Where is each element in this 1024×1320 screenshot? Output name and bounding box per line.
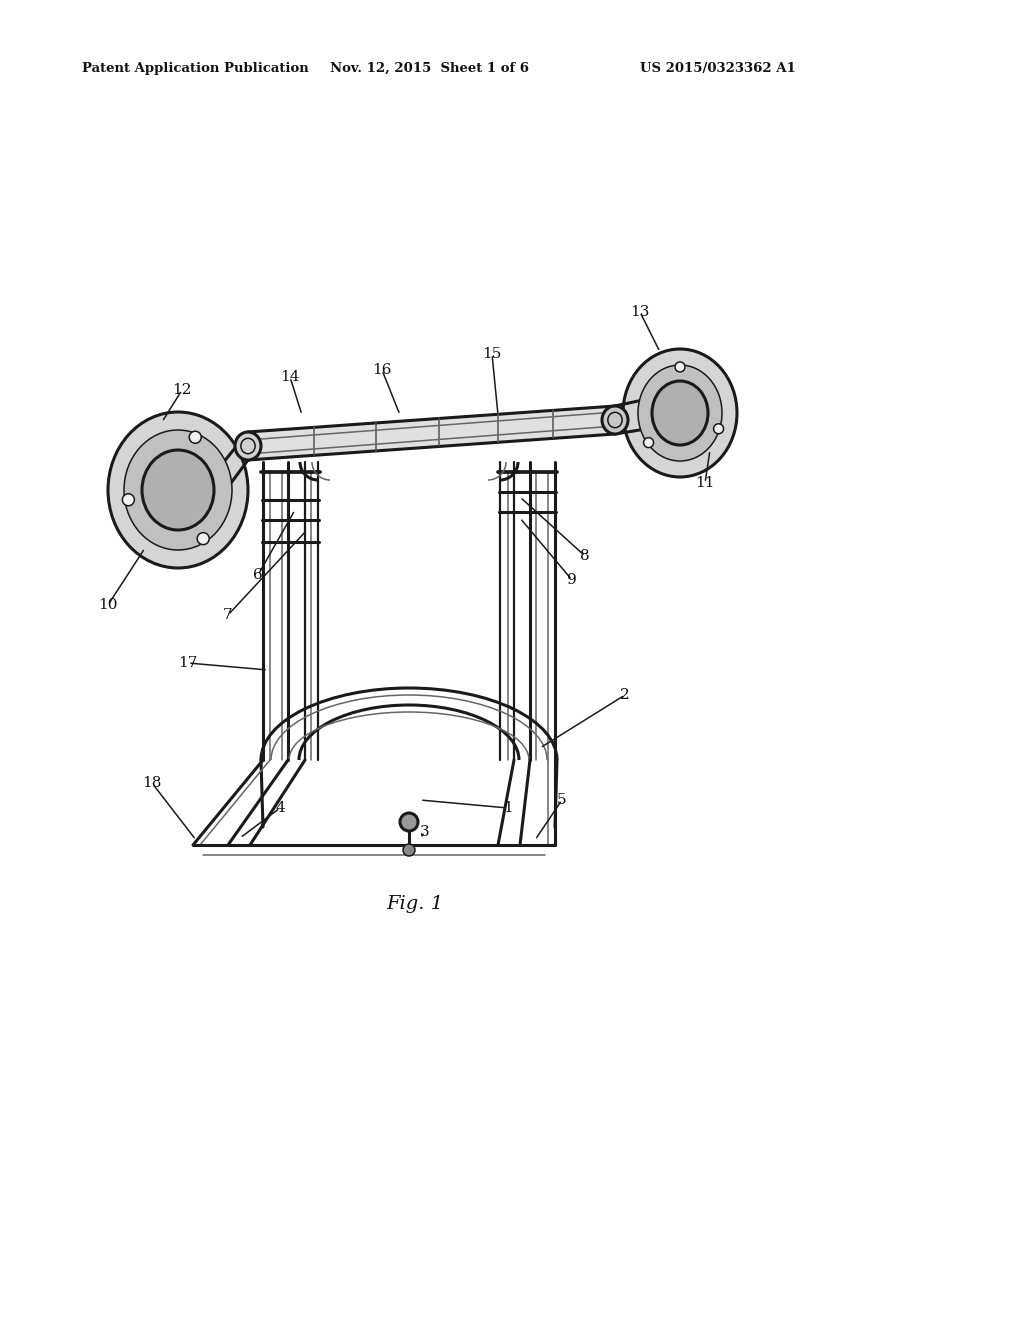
Text: Patent Application Publication: Patent Application Publication (82, 62, 309, 75)
Ellipse shape (602, 407, 628, 434)
Text: 16: 16 (373, 363, 392, 378)
Ellipse shape (638, 366, 722, 461)
Circle shape (400, 813, 418, 832)
Circle shape (189, 432, 202, 444)
Circle shape (675, 362, 685, 372)
Text: 9: 9 (567, 573, 577, 587)
Ellipse shape (652, 381, 708, 445)
Text: 13: 13 (631, 305, 649, 319)
Text: 12: 12 (172, 383, 191, 397)
Text: 4: 4 (275, 801, 285, 814)
Ellipse shape (623, 348, 737, 477)
Text: 5: 5 (557, 793, 567, 807)
Text: 8: 8 (581, 549, 590, 564)
Polygon shape (248, 407, 615, 459)
Ellipse shape (142, 450, 214, 531)
Ellipse shape (234, 432, 261, 459)
Text: 3: 3 (420, 825, 430, 840)
Text: 6: 6 (253, 568, 263, 582)
Text: 7: 7 (223, 609, 232, 622)
Text: 10: 10 (98, 598, 118, 612)
Circle shape (122, 494, 134, 506)
Text: 18: 18 (142, 776, 162, 789)
Text: 2: 2 (621, 688, 630, 702)
Text: 17: 17 (178, 656, 198, 671)
Text: US 2015/0323362 A1: US 2015/0323362 A1 (640, 62, 796, 75)
Circle shape (403, 843, 415, 855)
Circle shape (643, 438, 653, 447)
Text: 15: 15 (482, 347, 502, 360)
Text: Fig. 1: Fig. 1 (386, 895, 443, 913)
Text: 1: 1 (503, 801, 513, 814)
Text: Nov. 12, 2015  Sheet 1 of 6: Nov. 12, 2015 Sheet 1 of 6 (331, 62, 529, 75)
Ellipse shape (124, 430, 232, 550)
Circle shape (198, 533, 209, 545)
Text: 14: 14 (281, 370, 300, 384)
Text: 11: 11 (695, 477, 715, 490)
Circle shape (714, 424, 724, 434)
Ellipse shape (108, 412, 248, 568)
